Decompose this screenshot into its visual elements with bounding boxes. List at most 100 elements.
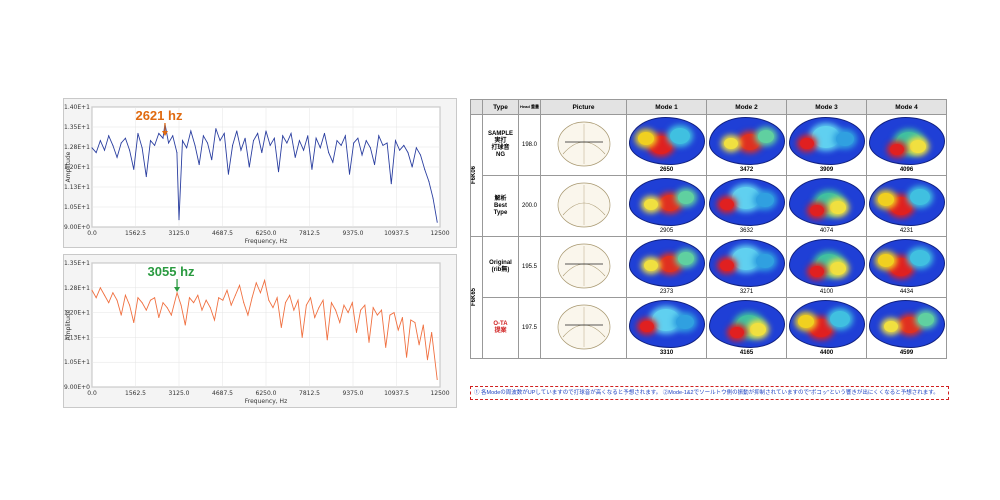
mode1-cell: 2905 [626, 175, 707, 237]
x-tick-label: 7812.5 [299, 230, 320, 237]
frequency-value: 2905 [659, 228, 674, 234]
data-point [194, 144, 196, 146]
data-point [332, 161, 334, 163]
data-point [369, 147, 371, 149]
data-point [399, 149, 401, 151]
x-tick-label: 3125.0 [169, 390, 190, 397]
data-point [184, 324, 186, 326]
data-point [193, 302, 195, 304]
data-point [418, 344, 420, 346]
data-point [336, 140, 338, 142]
y-axis-label: Amplitude [65, 309, 72, 340]
data-point [293, 309, 295, 311]
data-point [374, 164, 376, 166]
data-point [415, 147, 417, 149]
data-point [315, 137, 317, 139]
data-point [322, 299, 324, 301]
mode-shape-plot [708, 178, 785, 226]
data-point [188, 297, 190, 299]
table-row: F6K06 SAMPLE 実打 打球音 NG 198.0 2650 3472 3909 4096 [470, 114, 947, 237]
x-axis-label: Frequency, Hz [245, 238, 287, 245]
type-cell: O-TA 提案 [482, 297, 519, 359]
x-tick-label: 4687.5 [212, 390, 233, 397]
data-point [340, 144, 342, 146]
frequency-value: 4231 [899, 228, 914, 234]
data-point [301, 336, 303, 338]
group-header [470, 99, 483, 115]
mode-table: Type Head 重量 Picture Mode 1 Mode 2 Mode … [470, 99, 947, 359]
data-point [305, 304, 307, 306]
club-head-sketch [557, 182, 610, 228]
data-point [248, 166, 250, 168]
y-tick-label: 1.05E+1 [64, 204, 90, 211]
data-point [129, 304, 131, 306]
data-point [319, 147, 321, 149]
data-point [414, 322, 416, 324]
data-point [99, 140, 101, 142]
frequency-value: 4599 [899, 350, 914, 356]
data-point [108, 135, 110, 137]
table-note: ① 各Modeの周波数がUPしていますので打球音が高くなると予想されます。 ②M… [470, 386, 949, 400]
peak-annotation: 2621 hz [135, 108, 182, 123]
data-point [158, 317, 160, 319]
data-point [389, 314, 391, 316]
data-point [431, 331, 433, 333]
weight-cell: 200.0 [518, 175, 541, 237]
data-point [410, 319, 412, 321]
frequency-value: 4096 [899, 167, 914, 173]
type-label: O-TA [493, 321, 508, 327]
frequency-value: 4434 [899, 289, 914, 295]
y-tick-label: 1.35E+1 [64, 260, 90, 267]
data-point [176, 292, 178, 294]
data-point [432, 197, 434, 199]
y-tick-label: 1.20E+1 [64, 310, 90, 317]
header-mode3: Mode 3 [786, 99, 867, 115]
data-point [154, 297, 156, 299]
data-point [422, 324, 424, 326]
data-point [209, 307, 211, 309]
data-point [372, 307, 374, 309]
header-type: Type [482, 99, 519, 115]
data-point [357, 137, 359, 139]
data-point [176, 152, 178, 154]
mode-shape-plot [788, 178, 865, 226]
table-row: 解析 Best Type 200.0 2905 3632 4074 4231 [471, 175, 947, 237]
spectrum-chart-bottom: 0.0 1562.5 3125.0 4687.5 6250.0 7812.5 9375.0 1… [64, 260, 450, 405]
x-tick-label: 0.0 [87, 230, 97, 237]
data-point [273, 137, 275, 139]
mode-shape-plot [868, 300, 945, 348]
data-point [234, 294, 236, 296]
mode4-cell: 4434 [866, 236, 947, 298]
data-point [227, 173, 229, 175]
picture-cell [540, 236, 627, 298]
data-point [351, 302, 353, 304]
x-tick-label: 6250.0 [256, 230, 277, 237]
group-label-cell: F6K65 [470, 236, 483, 359]
group-label-cell: F6K06 [470, 114, 483, 237]
mode4-cell: 4096 [866, 114, 947, 176]
mode-shape-plot [708, 117, 785, 165]
data-point [243, 302, 245, 304]
data-point [378, 135, 380, 137]
type-label: (rib無) [491, 267, 510, 273]
header-mode1: Mode 1 [626, 99, 707, 115]
x-tick-label: 3125.0 [169, 230, 190, 237]
mode2-cell: 3271 [706, 236, 787, 298]
x-tick-label: 1562.5 [125, 390, 146, 397]
data-point [323, 132, 325, 134]
data-point [290, 132, 292, 134]
data-point [311, 168, 313, 170]
mode-shape-plot [708, 300, 785, 348]
data-point [343, 304, 345, 306]
table-row: O-TA 提案 197.5 3310 4165 4400 4599 [471, 297, 947, 359]
club-head-sketch [557, 304, 610, 350]
data-point [201, 309, 203, 311]
data-point [108, 302, 110, 304]
data-point [280, 326, 282, 328]
x-tick-label: 12500 [430, 390, 449, 397]
data-point [365, 140, 367, 142]
type-cell: SAMPLE 実打 打球音 NG [482, 114, 519, 176]
data-point [116, 299, 118, 301]
data-point [137, 297, 139, 299]
type-label: Type [493, 209, 508, 216]
